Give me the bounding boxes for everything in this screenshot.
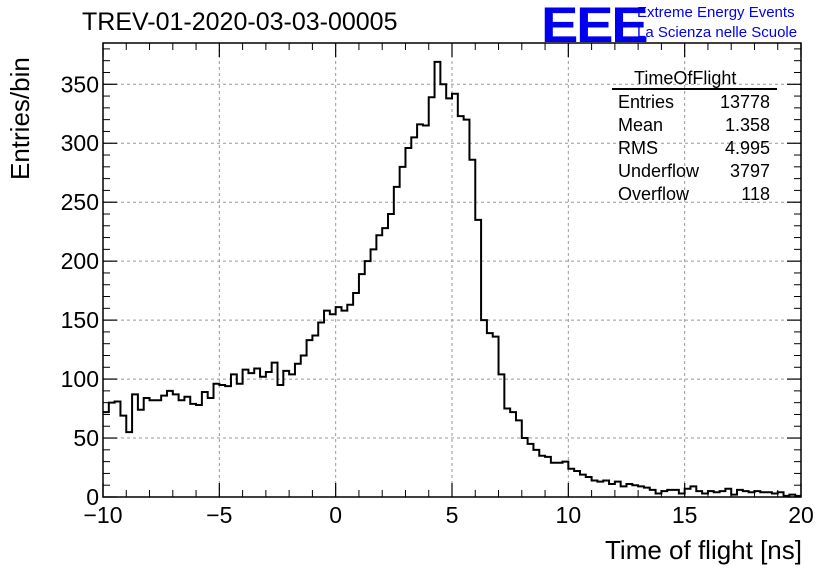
x-tick-label: 15 [672,502,698,528]
y-tick-label: 200 [61,248,99,274]
y-tick-label: 250 [61,189,99,215]
grid-lines [103,43,801,497]
y-tick-label: 350 [61,71,99,97]
x-tick-label: −10 [83,502,122,528]
stat-value: 13778 [719,92,770,112]
stats-title: TimeOfFlight [634,68,737,88]
stat-row-mean: Mean 1.358 [618,115,770,137]
stat-row-entries: Entries 13778 [618,92,770,114]
logo-subtitle-2: La Scienza nelle Scuole [637,24,798,41]
stat-label: Overflow [618,184,690,204]
stat-label: Mean [618,115,664,135]
y-axis-label: Entries/bin [5,57,35,180]
x-tick-label: −5 [206,502,232,528]
y-tick-label: 100 [61,366,99,392]
stat-label: Entries [618,92,675,112]
y-tick-label: 300 [61,130,99,156]
stat-value: 3797 [729,161,770,181]
stat-label: Underflow [618,161,700,181]
histogram-series [103,60,801,497]
x-tick-label: 0 [329,502,342,528]
stat-row-overflow: Overflow 118 [618,184,770,206]
stat-row-underflow: Underflow 3797 [618,161,770,183]
statistics-box: TimeOfFlight Entries 13778 Mean 1.358 RM… [612,68,777,208]
axis-ticks [102,43,802,498]
stat-value: 118 [741,184,770,204]
y-tick-label: 50 [73,425,99,451]
stat-value: 4.995 [724,138,770,158]
plot-title: TREV-01-2020-03-03-00005 [82,8,398,36]
stat-value: 1.358 [724,115,770,135]
logo-subtitle-1: Extreme Energy Events [637,4,795,21]
stats-separator [612,88,777,90]
x-axis-label: Time of flight [ns] [605,535,802,565]
y-tick-label: 0 [86,484,99,510]
x-tick-label: 5 [446,502,459,528]
stat-row-rms: RMS 4.995 [618,138,770,160]
y-tick-label: 150 [61,307,99,333]
x-tick-label: 10 [556,502,582,528]
eee-logo: EEE [541,0,649,53]
x-tick-label: 20 [788,502,814,528]
stat-label: RMS [618,138,658,158]
